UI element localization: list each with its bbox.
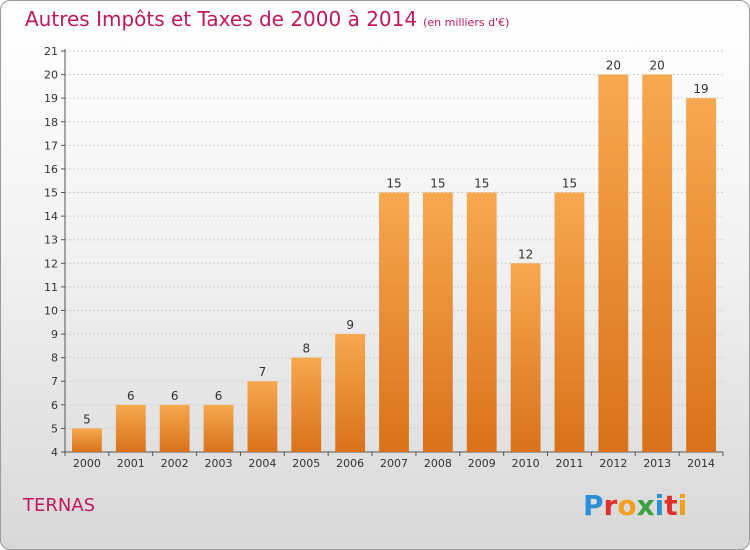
bar-2012: [598, 74, 629, 453]
x-tick-label: 2004: [248, 457, 276, 470]
data-label: 15: [430, 177, 445, 191]
y-tick-label: 14: [44, 210, 58, 223]
data-label: 20: [606, 59, 621, 73]
x-tick-label: 2008: [424, 457, 452, 470]
chart-title: Autres Impôts et Taxes de 2000 à 2014 (en…: [25, 7, 509, 31]
data-label: 8: [302, 342, 310, 356]
x-tick-label: 2000: [73, 457, 101, 470]
bar-2007: [379, 192, 409, 452]
bar-2003: [203, 404, 234, 452]
y-tick-label: 18: [44, 116, 58, 129]
x-tick-label: 2006: [336, 457, 364, 470]
y-tick-label: 15: [44, 187, 58, 200]
bar-2006: [335, 334, 366, 452]
place-name: TERNAS: [23, 495, 96, 516]
x-tick-label: 2014: [687, 457, 715, 470]
x-tick-label: 2007: [380, 457, 408, 470]
bar-2000: [72, 428, 102, 452]
data-label: 15: [562, 177, 577, 191]
bar-2008: [422, 192, 453, 452]
y-tick-label: 17: [44, 139, 58, 152]
y-tick-label: 9: [51, 328, 58, 341]
bar-2001: [115, 404, 146, 452]
y-tick-label: 16: [44, 163, 58, 176]
data-label: 15: [386, 177, 401, 191]
y-tick-label: 8: [51, 352, 58, 365]
y-tick-label: 10: [44, 304, 58, 317]
data-label: 9: [346, 318, 354, 332]
labels: 2000 5 2001 6 2002 6 2003 6 2004 7 2005 8 2006 9 2007 1…: [73, 59, 715, 470]
bar-2005: [291, 357, 322, 452]
y-tick-label: 20: [44, 69, 58, 82]
y-tick-label: 12: [44, 257, 58, 270]
y-tick-label: 5: [51, 422, 58, 435]
bar-2013: [642, 74, 673, 453]
title-text: Autres Impôts et Taxes de 2000 à 2014: [25, 7, 418, 31]
bar-2004: [247, 381, 278, 452]
bar-2014: [686, 98, 716, 453]
title-unit: (en milliers d'€): [423, 16, 510, 29]
x-tick-label: 2002: [161, 457, 189, 470]
proxiti-logo[interactable]: Proxiti: [583, 489, 688, 522]
x-tick-label: 2001: [117, 457, 145, 470]
x-tick-label: 2009: [468, 457, 496, 470]
data-label: 15: [474, 177, 489, 191]
y-tick-label: 21: [44, 45, 58, 58]
y-tick-label: 7: [51, 375, 58, 388]
y-tick-label: 13: [44, 234, 58, 247]
bar-2002: [159, 404, 190, 452]
bars: [72, 74, 716, 453]
x-tick-label: 2011: [555, 457, 583, 470]
bar-2011: [554, 192, 585, 452]
y-tick-label: 19: [44, 92, 58, 105]
data-label: 6: [215, 389, 223, 403]
data-label: 12: [518, 247, 533, 261]
y-tick-label: 11: [44, 281, 58, 294]
y-tick-label: 6: [51, 399, 58, 412]
data-label: 7: [259, 365, 267, 379]
x-tick-label: 2005: [292, 457, 320, 470]
data-label: 6: [127, 389, 135, 403]
data-label: 19: [693, 82, 708, 96]
x-tick-label: 2012: [599, 457, 627, 470]
x-tick-label: 2010: [512, 457, 540, 470]
bar-2009: [466, 192, 497, 452]
data-label: 20: [650, 59, 665, 73]
bar-2010: [510, 263, 541, 452]
y-tick-label: 4: [51, 446, 58, 459]
data-label: 5: [83, 412, 91, 426]
x-tick-label: 2003: [205, 457, 233, 470]
data-label: 6: [171, 389, 179, 403]
x-tick-label: 2013: [643, 457, 671, 470]
